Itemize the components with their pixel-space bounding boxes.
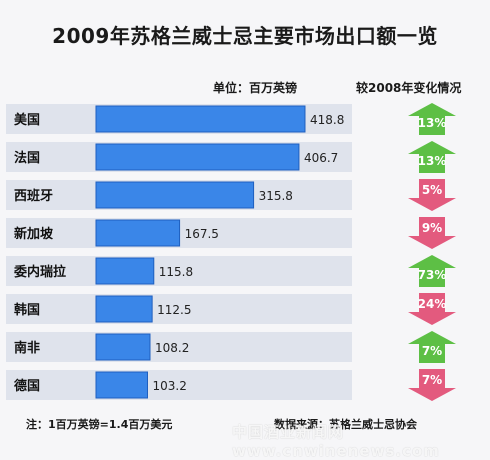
category-label: 德国: [14, 378, 40, 394]
change-label: 7%: [422, 373, 442, 387]
change-label: 9%: [422, 221, 442, 235]
bar: [95, 219, 181, 247]
chart-title: 2009年苏格兰威士忌主要市场出口额一览: [52, 24, 438, 48]
value-label: 115.8: [159, 265, 193, 279]
category-label: 韩国: [14, 302, 40, 318]
up-arrow-icon: [408, 331, 456, 363]
change-label: 13%: [418, 116, 447, 130]
value-label: 103.2: [152, 379, 186, 393]
source-note: 数据来源：苏格兰威士忌协会: [274, 418, 417, 431]
up-arrow-icon: [408, 255, 456, 287]
category-label: 新加坡: [14, 226, 54, 242]
down-arrow-icon: [408, 179, 456, 211]
category-label: 南非: [14, 340, 40, 356]
bar: [95, 333, 151, 361]
bar: [95, 371, 148, 399]
down-arrow-icon: [408, 217, 456, 249]
unit-label: 单位：百万英镑: [213, 81, 298, 95]
change-column-header: 较2008年变化情况: [356, 81, 462, 95]
row-background: [6, 294, 352, 324]
bar: [95, 143, 300, 171]
change-label: 13%: [418, 154, 447, 168]
value-label: 108.2: [155, 341, 189, 355]
value-label: 418.8: [310, 113, 344, 127]
bar: [95, 105, 306, 133]
down-arrow-icon: [408, 293, 456, 325]
watermark: 中国酒业新闻网 www.cnwinenews.com: [232, 423, 440, 460]
bar: [95, 257, 155, 285]
category-label: 西班牙: [14, 188, 53, 204]
change-label: 73%: [418, 268, 447, 282]
up-arrow-icon: [408, 141, 456, 173]
change-label: 7%: [422, 344, 442, 358]
change-label: 24%: [418, 297, 447, 311]
down-arrow-icon: [408, 369, 456, 401]
category-label: 委内瑞拉: [13, 264, 66, 280]
value-label: 406.7: [304, 151, 338, 165]
change-label: 5%: [422, 183, 442, 197]
up-arrow-icon: [408, 103, 456, 135]
category-label: 法国: [14, 150, 40, 166]
category-label: 美国: [14, 112, 40, 128]
bar-chart: 美国 418.8 13% 法国 406.7 13% 西班牙 315.8 5% 新加坡 167.5 9%…: [6, 103, 456, 401]
row-background: [6, 256, 352, 286]
row-background: [6, 332, 352, 362]
value-label: 167.5: [185, 227, 219, 241]
row-background: [6, 370, 352, 400]
bar: [95, 181, 255, 209]
footnote: 注：1百万英镑=1.4百万美元: [26, 418, 173, 431]
bar: [95, 295, 153, 323]
value-label: 315.8: [259, 189, 293, 203]
value-label: 112.5: [157, 303, 191, 317]
